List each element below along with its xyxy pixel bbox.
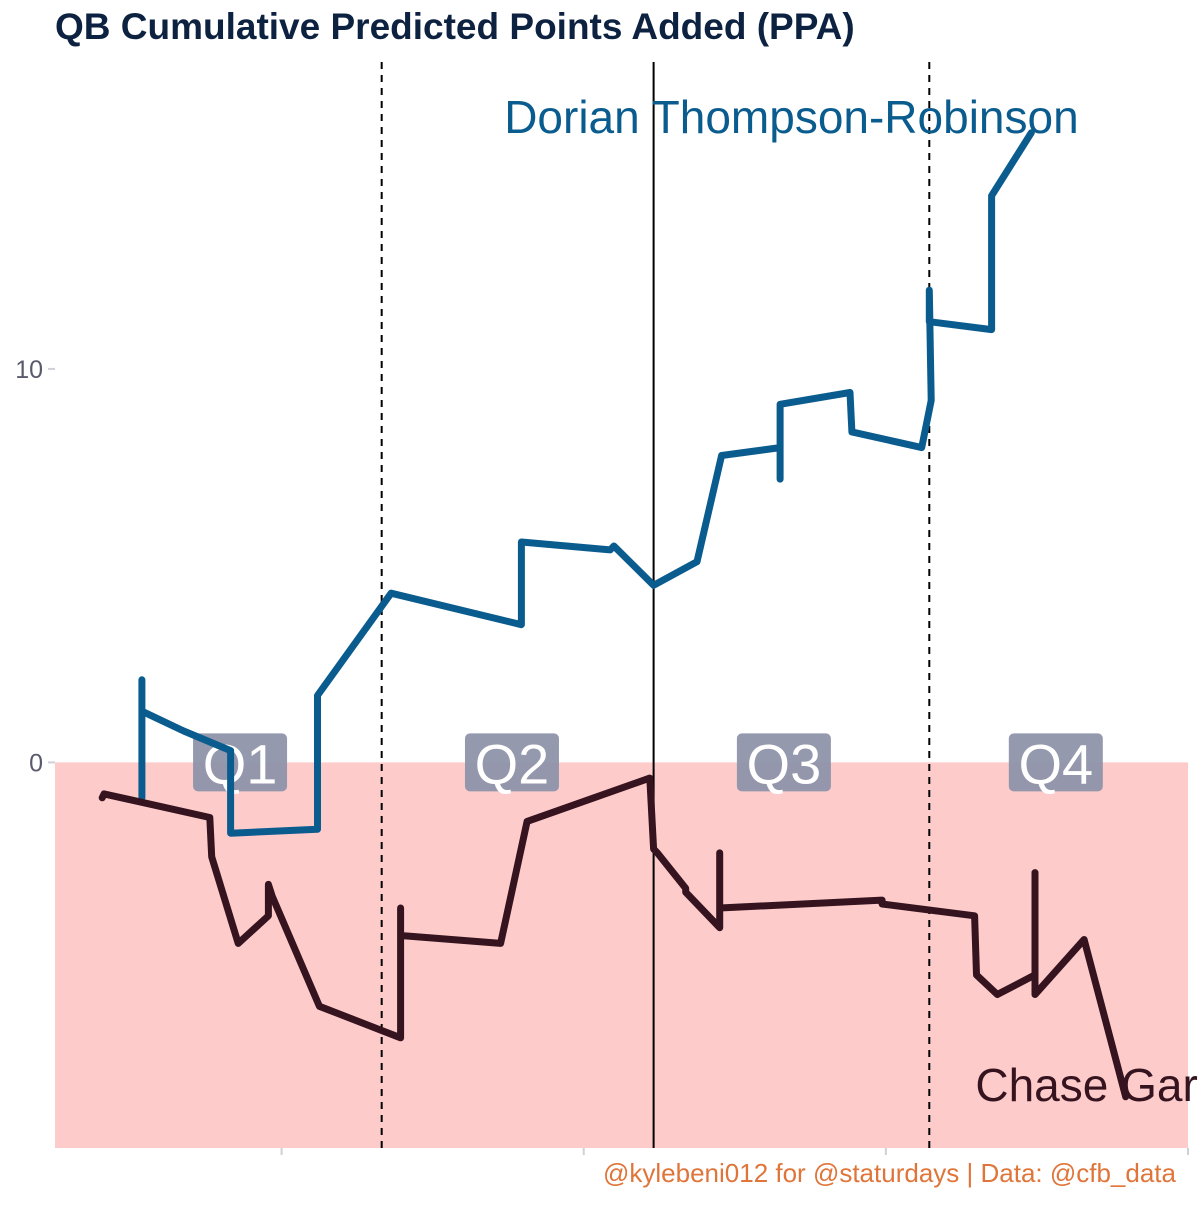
y-tick-label: 10 xyxy=(15,356,43,384)
series-label-2: Chase Garbers xyxy=(975,1059,1200,1111)
y-tick-label: 0 xyxy=(29,749,43,777)
series-line-1 xyxy=(138,129,1035,837)
series-line-2 xyxy=(98,774,1130,1101)
quarter-label-box xyxy=(464,733,559,792)
quarter-label: Q2 xyxy=(475,732,550,795)
negative-ppa-band xyxy=(55,762,1188,1148)
data-credit-caption: @kylebeni012 for @staturdays | Data: @cf… xyxy=(602,1158,1176,1188)
chart-title: QB Cumulative Predicted Points Added (PP… xyxy=(55,6,855,47)
quarter-label-box xyxy=(736,733,831,792)
quarter-label: Q4 xyxy=(1018,732,1093,795)
quarter-label-box xyxy=(1008,733,1103,792)
quarter-label: Q3 xyxy=(747,732,822,795)
series-label-1: Dorian Thompson-Robinson xyxy=(504,91,1078,143)
